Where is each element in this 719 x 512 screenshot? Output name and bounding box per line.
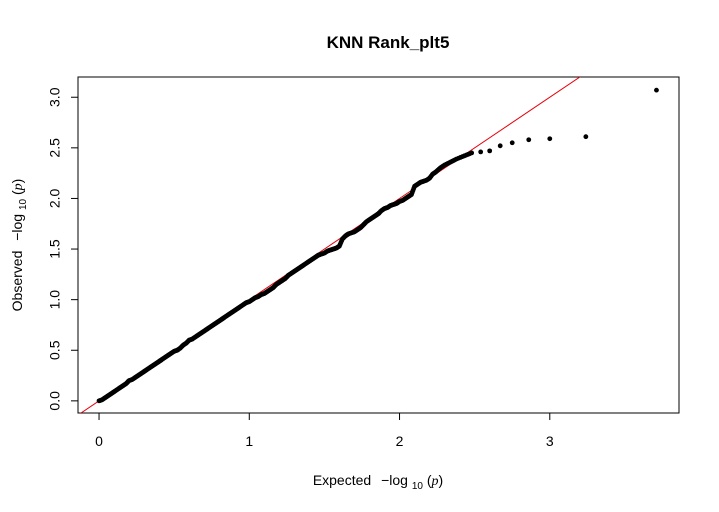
x-tick-label: 0: [95, 433, 103, 449]
x-axis: 0 1 2 3: [95, 412, 554, 449]
x-axis-label-close: ): [439, 472, 444, 488]
x-axis-label-sub: 10: [412, 481, 424, 492]
y-tick-label: 2.5: [47, 138, 63, 158]
x-tick-label: 3: [546, 433, 554, 449]
y-axis-label-close: ): [9, 179, 25, 184]
data-point: [583, 134, 589, 140]
data-point: [654, 87, 659, 93]
y-axis-label-sub: 10: [18, 198, 29, 210]
data-point: [469, 150, 475, 156]
y-axis-label-prefix: Observed: [9, 251, 25, 312]
plot-frame: [77, 76, 680, 414]
data-points: [96, 87, 659, 404]
y-axis-label-var: p: [11, 183, 26, 191]
y-tick-label: 3.0: [47, 87, 63, 107]
chart-title: KNN Rank_plt5: [327, 33, 450, 52]
data-point: [497, 143, 503, 149]
y-axis-label-fn: −log: [9, 214, 25, 241]
x-axis-label-var: p: [431, 474, 439, 489]
data-point: [547, 136, 553, 142]
x-axis-label-prefix: Expected: [313, 472, 371, 488]
y-tick-label: 0.5: [47, 340, 63, 360]
x-axis-label-fn: −log: [381, 472, 408, 488]
data-point: [478, 149, 484, 155]
y-axis-label-open: (: [9, 190, 25, 195]
y-tick-label: 2.0: [47, 189, 63, 209]
y-axis: 0.0 0.5 1.0 1.5 2.0 2.5 3.0: [47, 87, 79, 411]
x-axis-label: Expected −log 10 (p): [313, 472, 443, 492]
x-tick-label: 1: [245, 433, 253, 449]
data-point: [487, 148, 493, 154]
data-point: [509, 140, 515, 146]
y-tick-label: 1.5: [47, 239, 63, 259]
x-tick-label: 2: [396, 433, 404, 449]
y-tick-label: 1.0: [47, 290, 63, 310]
x-axis-label-open: (: [427, 472, 432, 488]
y-tick-label: 0.0: [47, 391, 63, 411]
y-axis-label: Observed −log 10 (p): [9, 179, 29, 312]
data-point: [526, 137, 532, 143]
